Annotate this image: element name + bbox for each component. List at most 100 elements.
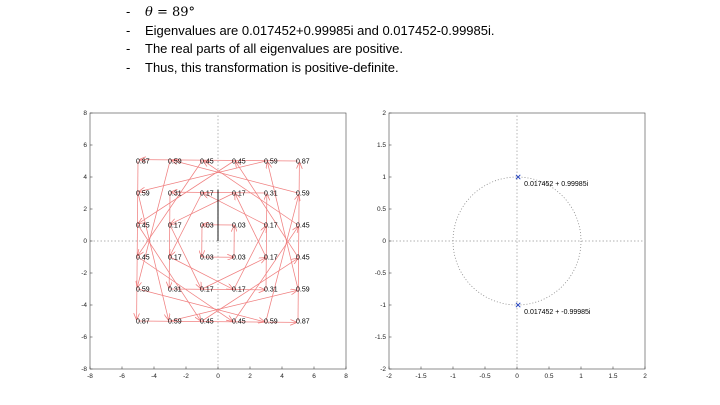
vector-arrow — [137, 192, 169, 320]
magnitude-label: 0.03 — [232, 255, 246, 262]
magnitude-label: 0.45 — [232, 319, 246, 326]
vector-arrow — [171, 160, 299, 194]
magnitude-label: 0.17 — [200, 191, 214, 198]
vector-arrow — [139, 160, 267, 192]
y-tick-label: -0.5 — [375, 270, 387, 277]
magnitude-label: 0.31 — [168, 191, 182, 198]
x-tick-label: 6 — [312, 373, 316, 380]
vector-arrow — [169, 256, 233, 289]
magnitude-label: 0.45 — [296, 223, 310, 230]
vector-arrow — [137, 256, 233, 321]
magnitude-label: 0.87 — [296, 159, 310, 166]
y-tick-label: 0 — [382, 238, 386, 245]
magnitude-label: 0.59 — [168, 159, 182, 166]
x-tick-label: 0.5 — [544, 373, 553, 380]
magnitude-label: 0.17 — [232, 191, 246, 198]
magnitude-label: 0.45 — [136, 223, 150, 230]
x-tick-label: -1 — [450, 373, 456, 380]
y-tick-label: 4 — [83, 174, 87, 181]
unit-circle-path — [452, 176, 582, 306]
vector-arrow — [137, 160, 138, 320]
vector-plot-axes — [90, 113, 346, 369]
bullet-theta: θ = 89° — [121, 3, 495, 22]
magnitude-labels: 0.87 0.59 0.45 0.45 0.59 0.87 0.59 0.31 0.17 0.17… — [136, 159, 310, 326]
y-tick-label: 6 — [83, 142, 87, 149]
unit-circle — [452, 176, 582, 306]
magnitude-label: 0.17 — [232, 287, 246, 294]
vector-field-plot: 0.87 0.59 0.45 0.45 0.59 0.87 0.59 0.31 0.17 0.17… — [81, 110, 348, 380]
magnitude-label: 0.87 — [136, 159, 150, 166]
magnitude-label: 0.31 — [168, 287, 182, 294]
theta-value: = 89° — [152, 5, 196, 20]
x-tick-label: -2 — [386, 373, 392, 380]
bullet-real-parts: The real parts of all eigenvalues are po… — [121, 40, 495, 59]
bullet-list: θ = 89° Eigenvalues are 0.017452+0.99985… — [121, 3, 495, 77]
magnitude-label: 0.59 — [264, 319, 278, 326]
vector-arrows — [137, 160, 300, 323]
eigenvalue-points: 0.017452 + 0.99985i 0.017452 + -0.99985i — [515, 174, 591, 316]
y-tick-label: -6 — [81, 334, 87, 341]
vector-arrow — [233, 226, 266, 290]
magnitude-label: 0.17 — [264, 223, 278, 230]
magnitude-label: 0.59 — [296, 191, 310, 198]
x-tick-label: -4 — [151, 373, 157, 380]
x-tick-label: 0 — [216, 373, 220, 380]
y-tick-label: 1 — [382, 174, 386, 181]
y-tick-label: -8 — [81, 366, 87, 373]
y-tick-label: -1.5 — [375, 334, 387, 341]
vector-arrow — [203, 193, 267, 226]
magnitude-label: 0.17 — [264, 255, 278, 262]
eigen-plot-ticks: -2 -1.5 -1 -0.5 0 0.5 1 1.5 2 2 1.5 1 0.5 0 -0.5 -1 -1.5… — [375, 110, 647, 380]
magnitude-label: 0.45 — [136, 255, 150, 262]
eigenvalue-label: 0.017452 + -0.99985i — [524, 309, 591, 316]
vector-arrow — [235, 193, 267, 258]
magnitude-label: 0.03 — [200, 223, 214, 230]
y-tick-label: -2 — [81, 270, 87, 277]
y-tick-label: 0 — [83, 238, 87, 245]
vector-arrow — [170, 192, 203, 256]
x-tick-label: -0.5 — [479, 373, 491, 380]
magnitude-label: 0.45 — [200, 319, 214, 326]
vector-arrow — [138, 160, 203, 256]
magnitude-label: 0.87 — [136, 319, 150, 326]
y-tick-label: 0.5 — [377, 206, 386, 213]
eigenvalue-marker — [515, 302, 521, 308]
vector-arrow — [139, 160, 299, 161]
x-tick-label: -8 — [87, 373, 93, 380]
y-tick-label: -2 — [380, 366, 386, 373]
x-tick-label: -2 — [183, 373, 189, 380]
x-tick-label: 4 — [280, 373, 284, 380]
vector-plot-ticks: -8 -6 -4 -2 0 2 4 6 8 8 6 4 2 0 -2 -4 -6 -8 — [81, 110, 348, 380]
magnitude-label: 0.59 — [136, 191, 150, 198]
bullet-eigenvalues: Eigenvalues are 0.017452+0.99985i and 0.… — [121, 22, 495, 41]
magnitude-label: 0.17 — [168, 255, 182, 262]
vector-arrow — [138, 160, 235, 224]
vector-arrow — [298, 162, 299, 322]
theta-symbol: θ — [145, 5, 153, 20]
vector-arrow — [170, 192, 235, 224]
vector-arrow — [267, 162, 299, 290]
eigenvalue-label: 0.017452 + 0.99985i — [524, 181, 588, 188]
magnitude-label: 0.59 — [136, 287, 150, 294]
x-tick-label: 1.5 — [608, 373, 617, 380]
magnitude-label: 0.59 — [264, 159, 278, 166]
y-tick-label: 2 — [83, 206, 87, 213]
vector-arrow — [137, 288, 265, 322]
magnitude-label: 0.45 — [232, 159, 246, 166]
magnitude-label: 0.87 — [296, 319, 310, 326]
x-tick-label: 0 — [515, 373, 519, 380]
magnitude-label: 0.59 — [168, 319, 182, 326]
magnitude-label: 0.45 — [296, 255, 310, 262]
vector-arrow — [201, 258, 266, 290]
vector-arrow — [235, 161, 299, 258]
magnitude-label: 0.03 — [200, 255, 214, 262]
y-tick-label: -4 — [81, 302, 87, 309]
magnitude-label: 0.17 — [200, 287, 214, 294]
y-tick-label: -1 — [380, 302, 386, 309]
magnitude-label: 0.31 — [264, 191, 278, 198]
magnitude-label: 0.31 — [264, 287, 278, 294]
x-tick-label: 2 — [248, 373, 252, 380]
y-tick-label: 2 — [382, 110, 386, 117]
y-tick-label: 8 — [83, 110, 87, 117]
